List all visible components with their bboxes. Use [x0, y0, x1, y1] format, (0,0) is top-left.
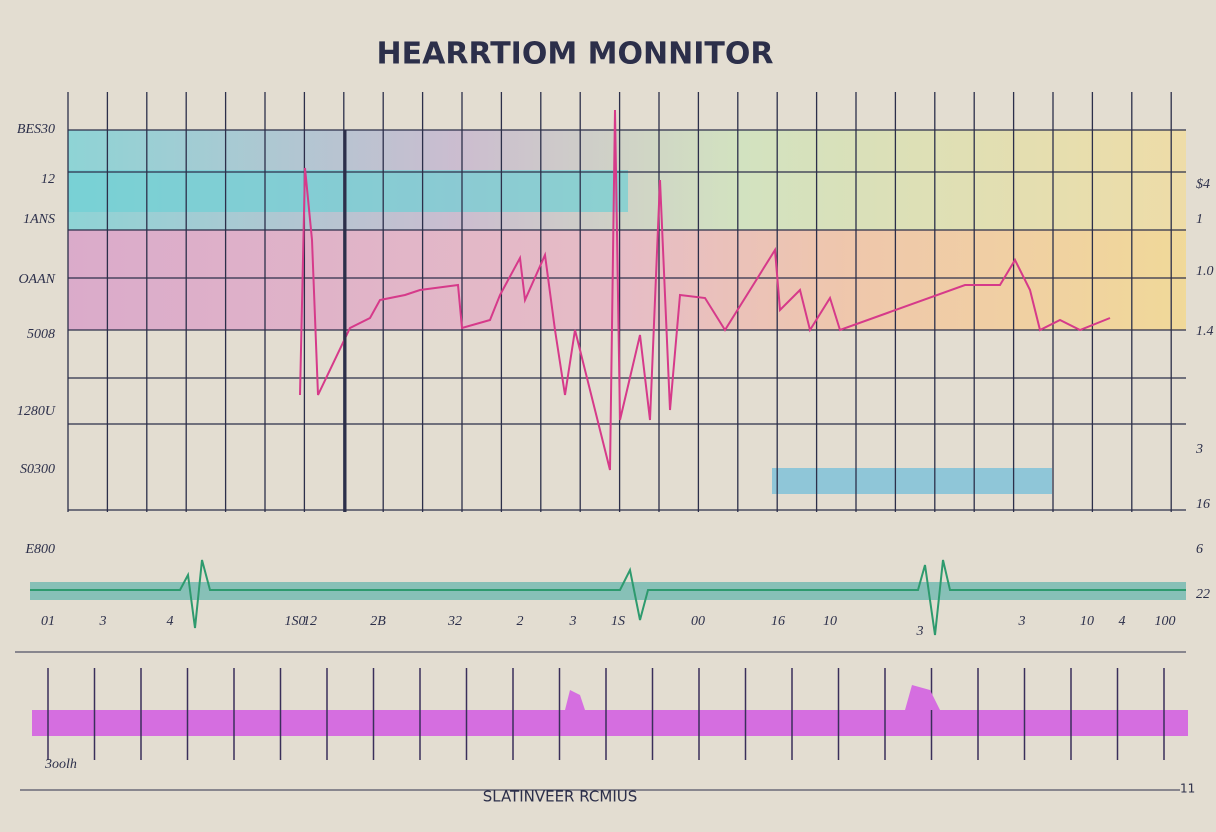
left-label: E800: [24, 542, 55, 557]
bottom-label: 1S0: [285, 614, 306, 629]
left-label: OAAN: [18, 272, 55, 287]
bottom-label: 3: [916, 624, 924, 639]
bottom-label: 32: [447, 614, 462, 629]
bottom-label: 2: [517, 614, 524, 629]
bottom-label: 3: [99, 614, 107, 629]
green-trace: [30, 559, 1186, 636]
band-mid: [68, 230, 1186, 330]
bottom-label: 00: [691, 614, 705, 629]
left-label: 12: [41, 172, 55, 187]
footer-caption: SLATINVEER RCMIUS: [483, 788, 638, 806]
right-label: 22: [1196, 587, 1210, 602]
bottom-label: 16: [771, 614, 785, 629]
right-label: 1: [1196, 212, 1203, 227]
bottom-label: 12: [303, 614, 317, 629]
right-label: 3: [1195, 442, 1203, 457]
left-label: S0300: [20, 462, 55, 477]
bottom-label: 4: [1119, 614, 1126, 629]
right-label: 1.0: [1196, 264, 1214, 279]
left-label: 1280U: [17, 404, 56, 419]
right-label: 16: [1196, 497, 1210, 512]
bottom-label: 4: [167, 614, 174, 629]
bottom-label: 3: [569, 614, 577, 629]
spike-bumps: [565, 685, 940, 710]
lower-label: 3oolh: [44, 757, 77, 772]
bottom-label: 100: [1155, 614, 1176, 629]
ecg-trace: [299, 109, 1111, 471]
left-label: BES30: [17, 122, 55, 137]
footer-number: 11: [1180, 782, 1195, 796]
bottom-label: 2B: [370, 614, 386, 629]
right-label: 1.4: [1196, 324, 1214, 339]
bottom-label: 01: [41, 614, 55, 629]
bottom-label: 1S: [611, 614, 625, 629]
left-label: 5008: [27, 327, 55, 342]
bottom-label: 10: [823, 614, 837, 629]
highlight-bar: [772, 468, 1052, 494]
left-label: 1ANS: [23, 212, 55, 227]
band-cyan: [68, 170, 628, 212]
title: HEARRTIOM MONNITOR: [377, 37, 774, 72]
purple-strip: [32, 710, 1188, 736]
right-label: $4: [1196, 177, 1210, 192]
bottom-label: 3: [1018, 614, 1026, 629]
spikes: [47, 668, 1165, 760]
bottom-label: 10: [1080, 614, 1094, 629]
right-label: 6: [1196, 542, 1203, 557]
